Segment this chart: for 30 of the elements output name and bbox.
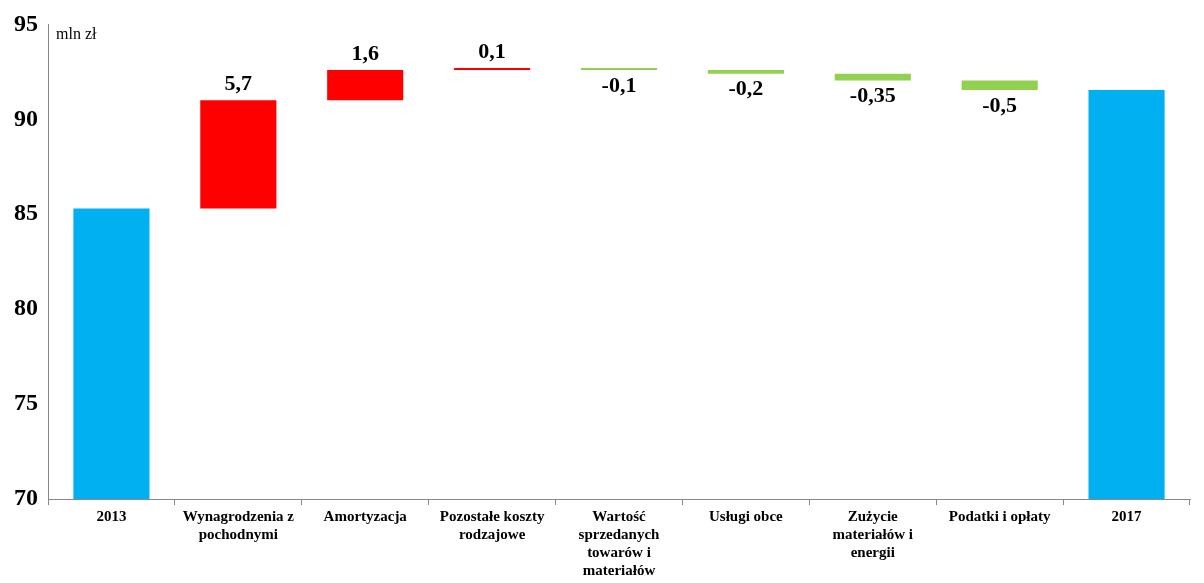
- x-tick-label: Zużycie materiałów i energii: [832, 507, 913, 560]
- y-axis-title: mln zł: [56, 24, 97, 42]
- x-tick-label: Wartość sprzedanych towarów i materiałów: [578, 507, 661, 578]
- bar: [200, 100, 277, 209]
- bar: [327, 69, 404, 101]
- data-label: -0,35: [849, 82, 896, 108]
- data-label: -0,2: [728, 75, 764, 101]
- y-tick-label: 95: [14, 9, 38, 36]
- y-tick-label: 75: [14, 389, 38, 416]
- bar: [73, 208, 150, 499]
- x-tick-label: 2017: [1111, 507, 1143, 524]
- data-label: 1,6: [351, 39, 379, 65]
- data-label: -0,5: [982, 91, 1018, 117]
- y-tick-label: 90: [14, 104, 38, 131]
- bar: [961, 80, 1038, 90]
- x-tick-label: Amortyzacja: [323, 507, 408, 524]
- data-label: 0,1: [478, 37, 506, 63]
- x-tick-label: 2013: [96, 507, 127, 524]
- y-tick-label: 70: [14, 484, 38, 511]
- y-tick-label: 85: [14, 199, 38, 226]
- x-tick-label: Usługi obce: [709, 507, 784, 524]
- x-tick-label: Wynagrodzenia z pochodnymi: [182, 507, 295, 542]
- bar: [1088, 89, 1165, 499]
- x-tick-label: Pozostałe koszty rodzajowe: [439, 507, 545, 542]
- bar: [834, 73, 911, 81]
- data-label: -0,1: [601, 71, 637, 97]
- data-label: 5,7: [224, 70, 253, 96]
- x-tick-label: Podatki i opłaty: [948, 507, 1052, 524]
- y-tick-label: 80: [14, 294, 38, 321]
- bar: [707, 69, 784, 74]
